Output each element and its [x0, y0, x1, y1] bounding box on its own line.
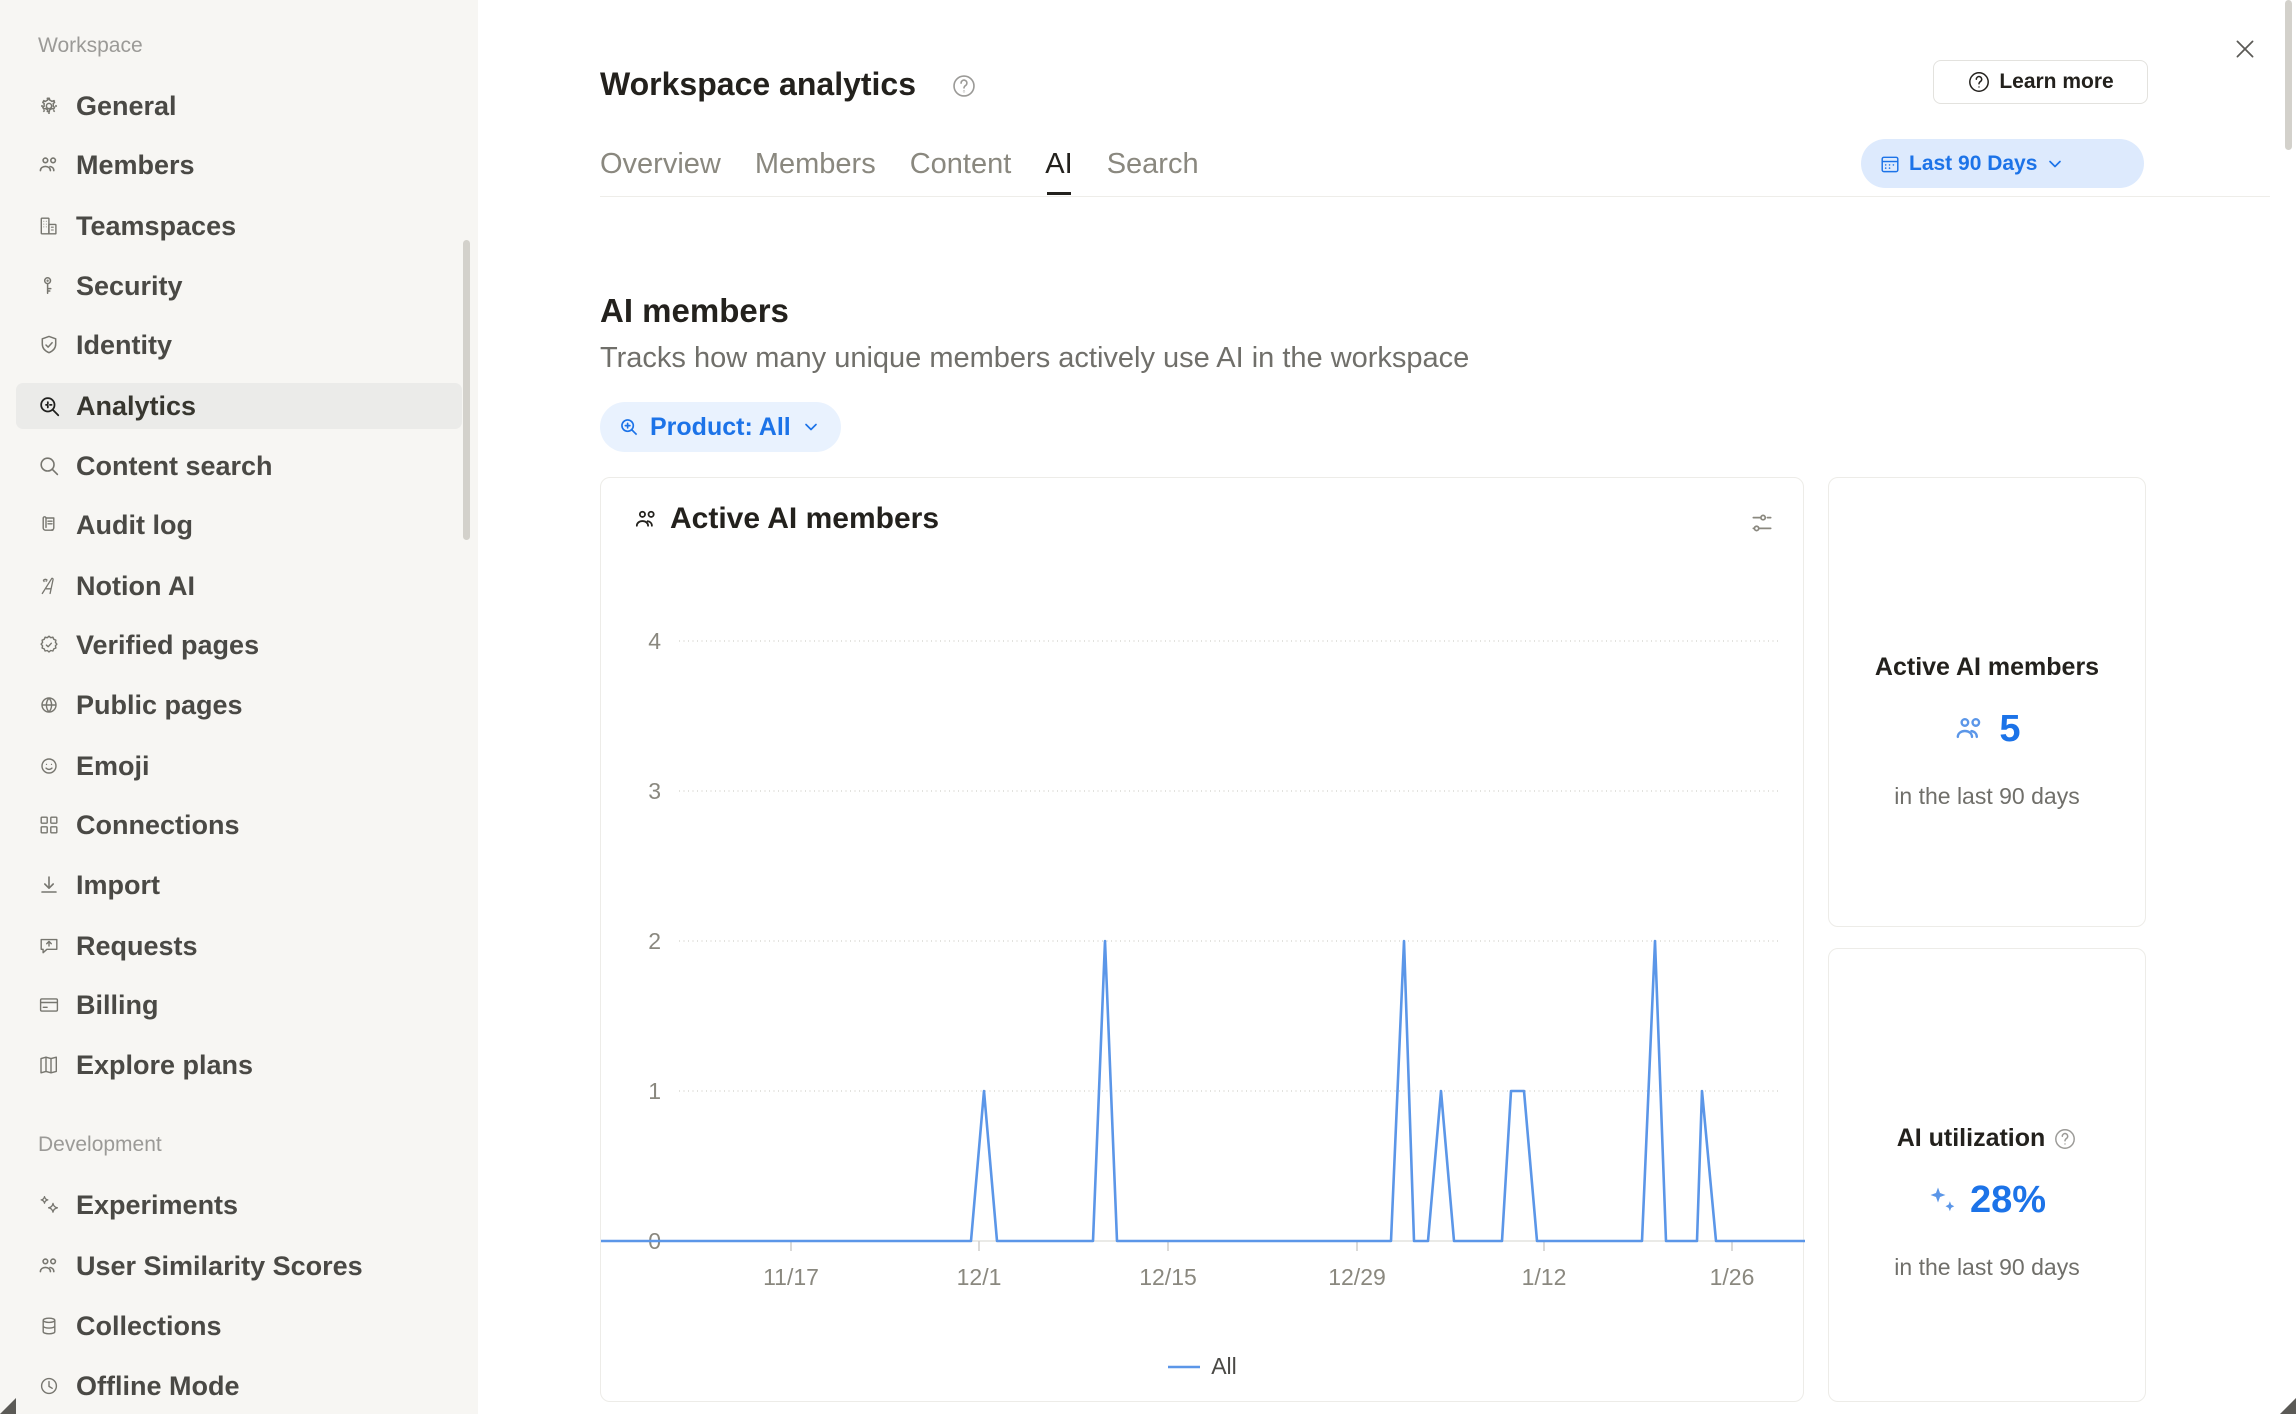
svg-text:12/15: 12/15 — [1139, 1264, 1197, 1290]
svg-text:1: 1 — [648, 1078, 661, 1104]
svg-text:1/12: 1/12 — [1522, 1264, 1567, 1290]
svg-text:1/26: 1/26 — [1710, 1264, 1755, 1290]
svg-text:3: 3 — [648, 778, 661, 804]
svg-text:2: 2 — [648, 928, 661, 954]
svg-text:11/17: 11/17 — [763, 1264, 819, 1290]
svg-text:12/29: 12/29 — [1328, 1264, 1386, 1290]
svg-text:4: 4 — [648, 628, 661, 654]
svg-text:12/1: 12/1 — [957, 1264, 1002, 1290]
